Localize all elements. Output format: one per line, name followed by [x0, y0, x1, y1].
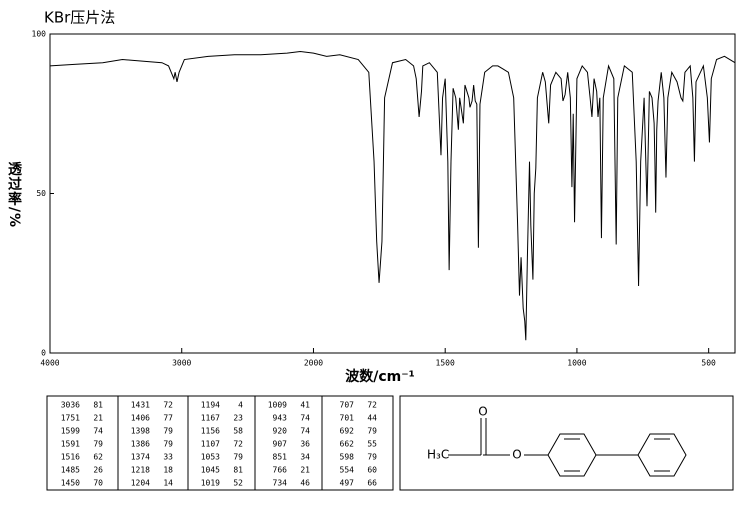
spectrum-line	[49, 51, 736, 341]
peak-transmittance: 72	[367, 401, 377, 410]
peak-wavenumber: 1167	[201, 414, 220, 423]
peak-transmittance: 79	[93, 440, 103, 449]
peak-transmittance: 72	[233, 440, 243, 449]
peak-transmittance: 33	[163, 453, 173, 462]
peak-transmittance: 58	[233, 427, 243, 436]
peak-wavenumber: 598	[340, 453, 355, 462]
peak-transmittance: 23	[233, 414, 243, 423]
peak-wavenumber: 701	[340, 414, 355, 423]
peak-transmittance: 79	[367, 453, 377, 462]
peak-wavenumber: 1431	[131, 401, 150, 410]
peak-wavenumber: 1398	[131, 427, 150, 436]
peak-transmittance: 21	[300, 466, 310, 475]
peak-wavenumber: 1386	[131, 440, 150, 449]
peak-transmittance: 4	[238, 401, 243, 410]
peak-transmittance: 81	[93, 401, 103, 410]
structure-label: O	[512, 448, 521, 462]
peak-wavenumber: 920	[273, 427, 288, 436]
peak-wavenumber: 662	[340, 440, 355, 449]
peak-wavenumber: 1019	[201, 479, 220, 488]
peak-transmittance: 74	[300, 414, 310, 423]
peak-transmittance: 79	[163, 440, 173, 449]
peak-wavenumber: 1218	[131, 466, 150, 475]
peak-wavenumber: 1009	[268, 401, 287, 410]
peak-transmittance: 79	[233, 453, 243, 462]
peak-wavenumber: 554	[340, 466, 355, 475]
peak-wavenumber: 766	[273, 466, 288, 475]
peak-wavenumber: 1374	[131, 453, 150, 462]
peak-wavenumber: 1485	[61, 466, 80, 475]
peak-wavenumber: 707	[340, 401, 355, 410]
peak-wavenumber: 1406	[131, 414, 150, 423]
structure-label: H₃C	[427, 448, 449, 462]
peak-transmittance: 36	[300, 440, 310, 449]
peak-transmittance: 18	[163, 466, 173, 475]
peak-wavenumber: 734	[273, 479, 288, 488]
x-tick-label: 500	[701, 359, 716, 368]
peak-wavenumber: 907	[273, 440, 288, 449]
peak-transmittance: 44	[367, 414, 377, 423]
peak-wavenumber: 1591	[61, 440, 80, 449]
peak-wavenumber: 1107	[201, 440, 220, 449]
peak-transmittance: 26	[93, 466, 103, 475]
peak-transmittance: 60	[367, 466, 377, 475]
x-tick-label: 4000	[40, 359, 59, 368]
peak-wavenumber: 1204	[131, 479, 150, 488]
peak-transmittance: 14	[163, 479, 173, 488]
y-axis-label: 透过率/%	[6, 162, 22, 228]
y-tick-label: 0	[41, 349, 46, 358]
peak-transmittance: 79	[367, 427, 377, 436]
peak-wavenumber: 1194	[201, 401, 220, 410]
peak-wavenumber: 1053	[201, 453, 220, 462]
peak-transmittance: 72	[163, 401, 173, 410]
peak-transmittance: 62	[93, 453, 103, 462]
peak-wavenumber: 943	[273, 414, 288, 423]
structure-frame	[399, 395, 734, 491]
peak-wavenumber: 497	[340, 479, 355, 488]
peak-transmittance: 21	[93, 414, 103, 423]
x-tick-label: 2000	[304, 359, 323, 368]
peak-transmittance: 66	[367, 479, 377, 488]
peak-transmittance: 34	[300, 453, 310, 462]
peak-transmittance: 79	[163, 427, 173, 436]
y-tick-label: 50	[36, 189, 46, 198]
peak-wavenumber: 692	[340, 427, 355, 436]
table-frame	[46, 395, 394, 491]
peak-transmittance: 81	[233, 466, 243, 475]
peak-wavenumber: 1751	[61, 414, 80, 423]
peak-transmittance: 77	[163, 414, 173, 423]
peak-transmittance: 70	[93, 479, 103, 488]
peak-wavenumber: 1599	[61, 427, 80, 436]
peak-transmittance: 74	[300, 427, 310, 436]
structure-label: O	[478, 405, 487, 419]
peak-transmittance: 74	[93, 427, 103, 436]
chart-title: KBr压片法	[44, 9, 115, 27]
peak-transmittance: 46	[300, 479, 310, 488]
peak-transmittance: 41	[300, 401, 310, 410]
x-tick-label: 3000	[172, 359, 191, 368]
structure	[448, 418, 687, 477]
peak-transmittance: 52	[233, 479, 243, 488]
x-tick-label: 1500	[436, 359, 455, 368]
x-tick-label: 1000	[567, 359, 586, 368]
x-axis-label: 波数/cm⁻¹	[345, 368, 415, 385]
peak-transmittance: 55	[367, 440, 377, 449]
peak-wavenumber: 1516	[61, 453, 80, 462]
peak-wavenumber: 1156	[201, 427, 220, 436]
peak-wavenumber: 1045	[201, 466, 220, 475]
peak-wavenumber: 3036	[61, 401, 80, 410]
y-tick-label: 100	[32, 30, 47, 39]
peak-wavenumber: 851	[273, 453, 288, 462]
peak-wavenumber: 1450	[61, 479, 80, 488]
